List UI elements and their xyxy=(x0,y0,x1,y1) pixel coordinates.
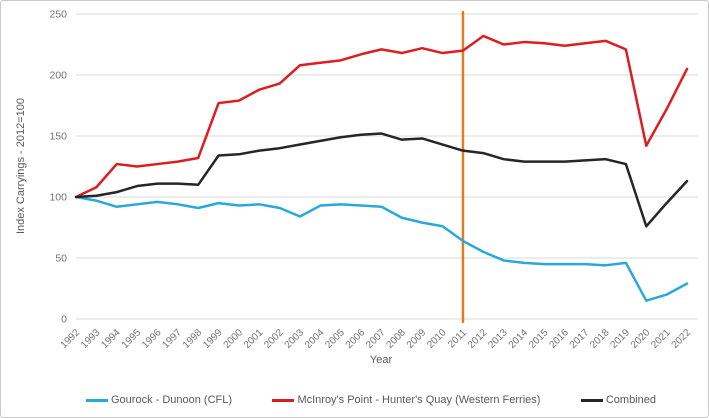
series-line-western-ferries xyxy=(74,34,689,199)
x-tick-label: 2006 xyxy=(344,327,368,351)
x-axis-ticks: 1992199319941995199619971998199920002001… xyxy=(59,327,694,351)
x-tick-label: 2005 xyxy=(323,327,347,351)
x-tick-label: 2009 xyxy=(405,327,429,351)
x-tick-label: 2019 xyxy=(609,327,633,351)
series-line-gourock-dunoon-cfl xyxy=(74,195,689,302)
x-tick-label: 2016 xyxy=(547,327,571,351)
x-tick-label: 2014 xyxy=(507,327,531,351)
y-axis-title: Index Carryings - 2012=100 xyxy=(15,98,27,234)
x-tick-label: 2018 xyxy=(588,327,612,351)
x-tick-label: 2015 xyxy=(527,327,551,351)
x-tick-label: 2021 xyxy=(649,327,673,351)
legend-swatch-gourock-dunoon xyxy=(86,398,108,402)
x-tick-label: 1992 xyxy=(59,327,83,351)
legend-item-gourock-dunoon: Gourock - Dunoon (CFL) xyxy=(86,394,232,406)
legend: Gourock - Dunoon (CFL) McInroy's Point -… xyxy=(86,392,656,408)
x-tick-label: 2011 xyxy=(446,327,469,350)
x-tick-label: 1995 xyxy=(120,327,144,351)
y-axis-ticks: 0 50 100 150 200 250 xyxy=(49,9,67,326)
x-tick-label: 1994 xyxy=(99,327,123,351)
legend-swatch-western-ferries xyxy=(272,398,295,402)
x-tick-label: 2013 xyxy=(486,327,510,351)
legend-label-western-ferries: McInroy's Point - Hunter's Quay (Western… xyxy=(297,394,541,406)
y-tick-label: 150 xyxy=(49,131,67,143)
x-tick-label: 2001 xyxy=(242,327,266,351)
x-tick-label: 2007 xyxy=(364,327,388,351)
legend-label-gourock-dunoon: Gourock - Dunoon (CFL) xyxy=(111,394,233,406)
x-tick-label: 1999 xyxy=(201,327,225,351)
x-tick-label: 1993 xyxy=(79,327,103,351)
legend-item-western-ferries: McInroy's Point - Hunter's Quay (Western… xyxy=(272,394,540,406)
legend-item-combined: Combined xyxy=(580,394,656,406)
x-tick-label: 1998 xyxy=(181,327,205,351)
x-tick-label: 2000 xyxy=(222,327,246,351)
x-tick-label: 1997 xyxy=(160,327,184,351)
gridlines xyxy=(76,13,698,320)
y-tick-label: 250 xyxy=(49,9,67,21)
x-tick-label: 2012 xyxy=(466,327,490,351)
series-layer xyxy=(74,34,689,302)
x-tick-label: 2010 xyxy=(425,327,449,351)
legend-label-combined: Combined xyxy=(605,394,656,406)
x-tick-label: 2004 xyxy=(303,327,327,351)
x-tick-label: 2017 xyxy=(568,327,592,351)
x-tick-label: 2022 xyxy=(670,327,694,351)
y-tick-label: 200 xyxy=(49,70,67,82)
y-tick-label: 50 xyxy=(55,253,67,265)
x-tick-label: 2002 xyxy=(262,327,286,351)
x-tick-label: 2003 xyxy=(283,327,307,351)
x-tick-label: 2008 xyxy=(384,327,408,351)
y-tick-label: 100 xyxy=(49,192,67,204)
legend-swatch-combined xyxy=(580,398,603,402)
series-line-combined xyxy=(74,132,689,228)
x-tick-label: 2020 xyxy=(629,327,653,351)
y-tick-label: 0 xyxy=(61,314,67,326)
x-tick-label: 1996 xyxy=(140,327,164,351)
x-axis-title: Year xyxy=(370,354,393,366)
